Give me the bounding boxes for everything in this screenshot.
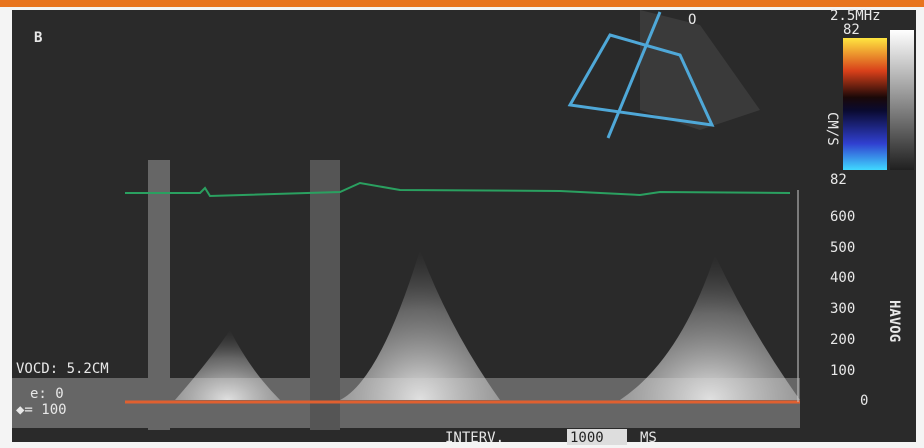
scale-tick: 600 [830,209,855,225]
scale-tick: 400 [830,270,855,286]
scale-tick: 500 [830,240,855,256]
gray-bar [890,30,914,170]
scale-tick: 200 [830,332,855,348]
scale-tick: 0 [860,393,868,409]
filter: ◆= 100 [16,402,67,418]
interval-label: INTERV. [445,430,504,446]
scale-tick: 300 [830,301,855,317]
color-bottom: 82 [830,172,847,188]
top-border [0,0,924,7]
interval-value: 1000 [570,430,604,446]
side-label: HAVOG [886,300,902,342]
panel-label: B [34,30,42,46]
scale-tick: 100 [830,363,855,379]
depth: VOCD: 5.2CM [16,361,109,377]
marker: O [688,12,696,28]
color-top: 82 [843,22,860,38]
color-bar [843,38,887,170]
marker-bar [310,160,340,430]
color-unit: CM/S [824,112,840,146]
marker-bar [148,160,170,430]
interval-unit: MS [640,430,657,446]
gain: e: 0 [30,386,64,402]
ultrasound-screen: B O 2.5MHz 82 CM/S 82 600 500 400 300 20… [0,0,924,448]
